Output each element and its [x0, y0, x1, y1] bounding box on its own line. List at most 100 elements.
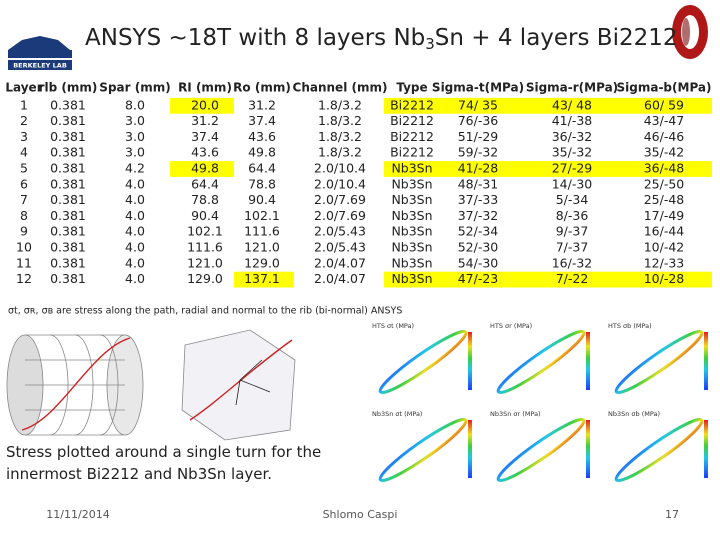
cell-highlight	[440, 271, 520, 288]
plot-title: Nb3Sn σr (MPa)	[490, 410, 541, 418]
table-cell: 3	[20, 129, 28, 144]
table-cell: 129.0	[187, 271, 223, 286]
table-cell: 1.8/3.2	[318, 145, 362, 160]
stress-loop	[614, 417, 704, 483]
table-cell: 76/-36	[458, 113, 499, 128]
table-cell: 35/-32	[552, 145, 593, 160]
plot-title: Nb3Sn σb (MPa)	[608, 410, 660, 418]
table-cell: 3.0	[125, 113, 145, 128]
table-cell: 25/-48	[644, 192, 685, 207]
table-cell: 78.8	[191, 192, 219, 207]
cell-highlight	[170, 97, 234, 114]
column-header: Sigma-t(MPa)	[432, 81, 524, 95]
colorbar	[586, 332, 590, 390]
table-cell: Nb3Sn	[391, 176, 432, 191]
table-cell: 0.381	[50, 176, 86, 191]
table-cell: 0.381	[50, 271, 86, 286]
table-cell: 52/-34	[458, 224, 499, 239]
table-cell: 7/-37	[556, 240, 589, 255]
table-cell: 47/-23	[458, 271, 499, 286]
table-cell: 43.6	[191, 145, 219, 160]
table-cell: 2.0/10.4	[314, 176, 366, 191]
logo-text: BERKELEY LAB	[13, 62, 67, 70]
table-cell: 9/-37	[556, 224, 589, 239]
table-cell: 43/ 48	[552, 97, 592, 112]
table-cell: 3.0	[125, 129, 145, 144]
cell-highlight	[384, 271, 440, 288]
table-cell: 111.6	[244, 224, 280, 239]
cell-highlight	[170, 161, 234, 177]
table-cell: Nb3Sn	[391, 271, 432, 286]
table-cell: 52/-30	[458, 240, 499, 255]
table-cell: 4.0	[125, 224, 145, 239]
table-cell: 8/-36	[556, 208, 589, 223]
column-header: Channel (mm)	[293, 81, 388, 95]
logo: BERKELEY LAB	[8, 36, 72, 70]
cell-highlight	[384, 97, 440, 114]
table-cell: 41/-28	[458, 161, 499, 176]
table-cell: 60/ 59	[644, 97, 684, 112]
table-cell: 137.1	[244, 271, 280, 286]
table-cell: 1	[20, 97, 28, 112]
table-cell: 14/-30	[552, 176, 593, 191]
cell-highlight	[384, 161, 440, 177]
table-cell: 1.8/3.2	[318, 97, 362, 112]
table-cell: 10/-28	[644, 271, 685, 286]
cell-highlight	[440, 161, 520, 177]
table-cell: 1.8/3.2	[318, 113, 362, 128]
plot-title: HTS σt (MPa)	[372, 322, 414, 330]
column-header: Sigma-b(MPa)	[617, 81, 712, 95]
column-header: Ro (mm)	[233, 81, 291, 95]
table-cell: 102.1	[244, 208, 280, 223]
table-cell: 43/-47	[644, 113, 685, 128]
cell-highlight	[622, 97, 712, 114]
table-cell: 11	[16, 255, 32, 270]
table-cell: 0.381	[50, 192, 86, 207]
cell-highlight	[622, 271, 712, 288]
table-cell: 0.381	[50, 113, 86, 128]
table-cell: 31.2	[248, 97, 276, 112]
table-cell: 17/-49	[644, 208, 685, 223]
table-cell: 25/-50	[644, 176, 685, 191]
table-cell: 8.0	[125, 97, 145, 112]
table-cell: 0.381	[50, 255, 86, 270]
table-cell: Bi2212	[390, 129, 434, 144]
footer-author: Shlomo Caspi	[323, 508, 398, 521]
table-cell: Bi2212	[390, 97, 434, 112]
table-cell: 0.381	[50, 224, 86, 239]
stress-loop	[614, 329, 704, 395]
frame-figure	[181, 329, 296, 441]
table-cell: 16/-32	[552, 255, 593, 270]
table-cell: 4.0	[125, 208, 145, 223]
table-cell: 51/-29	[458, 129, 499, 144]
table-cell: 6	[20, 176, 28, 191]
table-cell: Bi2212	[390, 145, 434, 160]
table-cell: 4.0	[125, 271, 145, 286]
stress-plots: HTS σt (MPa) HTS σr (MPa) HTS σb (MPa) Nb3S…	[372, 322, 708, 483]
cell-highlight	[520, 97, 622, 114]
table-cell: 54/-30	[458, 255, 499, 270]
table-cell: 121.0	[187, 255, 223, 270]
table-cell: Nb3Sn	[391, 255, 432, 270]
slide-title: ANSYS ~18T with 8 layers Nb3Sn + 4 layer…	[85, 25, 678, 53]
cell-highlight	[520, 271, 622, 288]
table-cell: Nb3Sn	[391, 240, 432, 255]
colorbar	[586, 420, 590, 478]
title-part: Sn + 4 layers Bi2212	[435, 25, 678, 51]
table-cell: 90.4	[191, 208, 219, 223]
caption-line: Stress plotted around a single turn for …	[6, 443, 321, 461]
table-cell: 37.4	[248, 113, 276, 128]
footer-page: 17	[665, 508, 679, 521]
coil-icon	[672, 5, 708, 59]
table-cell: 36/-32	[552, 129, 593, 144]
stress-loop	[378, 329, 468, 395]
table-cell: 74/ 35	[458, 97, 498, 112]
table-cell: 4.0	[125, 240, 145, 255]
table-cell: 5/-34	[556, 192, 589, 207]
title-part: ANSYS ~18T with 8 layers Nb	[85, 25, 425, 51]
table-cell: 7	[20, 192, 28, 207]
table-cell: 111.6	[187, 240, 223, 255]
table-cell: 12/-33	[644, 255, 685, 270]
